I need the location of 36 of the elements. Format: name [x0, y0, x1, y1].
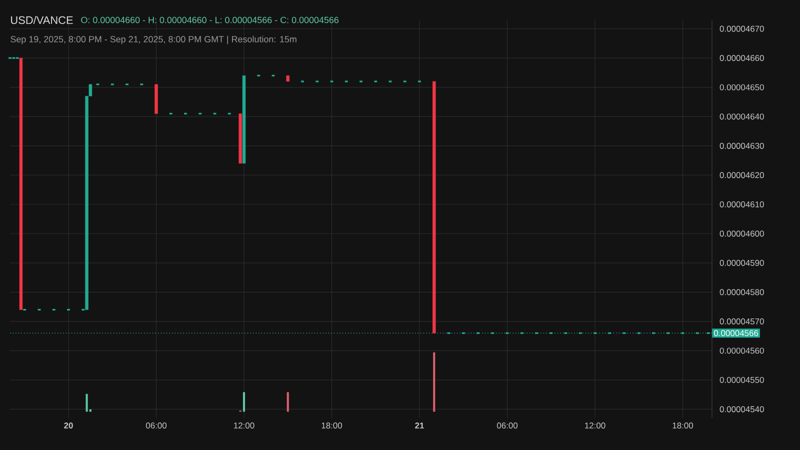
x-tick-label: 12:00	[585, 422, 606, 429]
bar	[86, 394, 88, 412]
y-tick-label: 0.00004650	[720, 84, 764, 90]
annotation: O: 0.00004660 - H: 0.00004660 - L: 0.00004566 - C: 0.00004566	[81, 16, 339, 24]
text: Sep 19, 2025, 8:00 PM - Sep 21, 2025, 8:00 PM GMT | Resolution: 15m	[10, 36, 296, 44]
y-tick-label: 0.00004570	[720, 318, 764, 324]
y-tick-label: 0.00004560	[720, 348, 764, 354]
chart-title: USD/VANCE	[11, 16, 73, 24]
x-tick-label: 18:00	[672, 422, 694, 429]
y-tick-label: 0.00004610	[720, 201, 764, 208]
y-tick-label: 0.00004630	[720, 142, 764, 149]
candlestick	[238, 113, 242, 164]
x-tick-label: 18:00	[322, 422, 342, 429]
y-tick-label: 0.00004670	[720, 26, 764, 32]
y-tick-label: 0.00004590	[720, 260, 764, 266]
y-tick-label: 0.00004620	[720, 172, 764, 178]
y-tick-label: 0.00004600	[720, 230, 764, 237]
x-tick-label: 12:00	[234, 422, 254, 429]
bar	[286, 392, 289, 412]
candlestick	[242, 75, 246, 164]
x-tick-label: 21	[415, 422, 424, 428]
candlestick	[154, 84, 158, 114]
y-tick-label: 0.00004580	[720, 289, 764, 296]
ref-line-label: 0.00004566	[714, 330, 758, 336]
candlestick	[19, 58, 23, 310]
bar	[242, 392, 246, 412]
x-tick-label: 06:00	[146, 422, 167, 429]
y-tick-label: 0.00004550	[720, 376, 764, 383]
candlestick	[286, 75, 290, 82]
x-tick-label: 06:00	[496, 422, 518, 429]
y-tick-label: 0.00004540	[720, 406, 764, 412]
y-tick-label: 0.00004640	[720, 114, 764, 120]
y-tick-label: 0.00004660	[720, 55, 764, 62]
candlestick	[432, 81, 436, 334]
bar	[433, 352, 436, 412]
x-tick-label: 20	[64, 422, 73, 429]
